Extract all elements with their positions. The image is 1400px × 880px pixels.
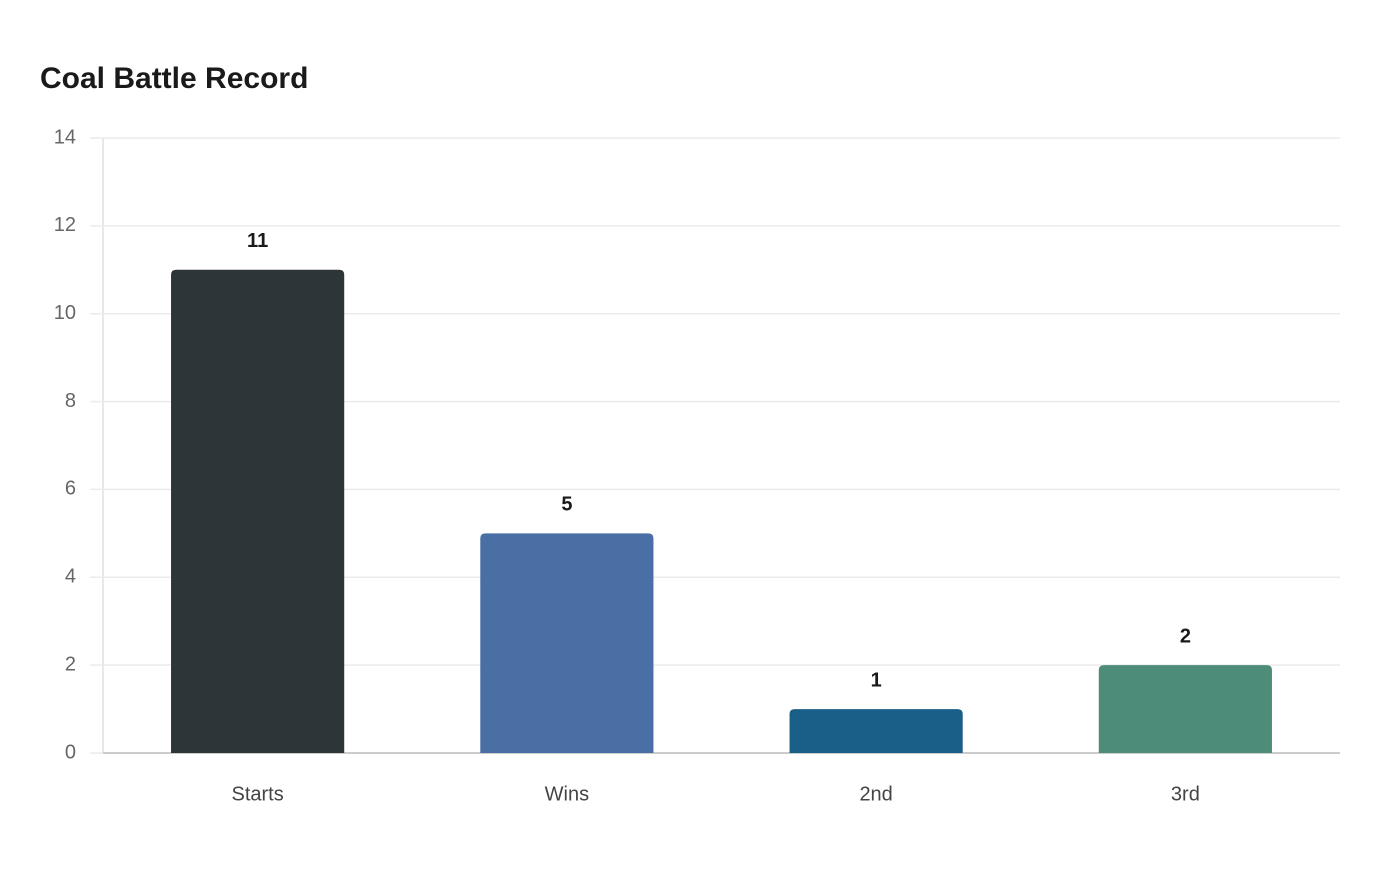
- y-tick-label: 12: [54, 214, 76, 236]
- y-tick-label: 14: [54, 126, 76, 148]
- y-tick-label: 6: [65, 478, 76, 500]
- bar: [1098, 665, 1272, 753]
- bar: [480, 533, 654, 753]
- value-label: 1: [871, 669, 882, 691]
- x-tick-label: 3rd: [1171, 783, 1200, 805]
- y-tick-label: 0: [65, 741, 76, 763]
- x-tick-label: Starts: [232, 783, 284, 805]
- chart-title: Coal Battle Record: [40, 62, 308, 95]
- y-tick-label: 2: [65, 653, 76, 675]
- x-tick-label: Wins: [545, 783, 589, 805]
- x-tick-label: 2nd: [859, 783, 892, 805]
- value-label: 2: [1180, 625, 1191, 647]
- y-tick-label: 10: [54, 302, 76, 324]
- y-tick-label: 8: [65, 390, 76, 412]
- y-tick-label: 4: [65, 566, 76, 588]
- bar: [789, 709, 963, 753]
- bar: [171, 269, 345, 753]
- value-label: 11: [247, 230, 268, 252]
- value-label: 5: [561, 494, 572, 516]
